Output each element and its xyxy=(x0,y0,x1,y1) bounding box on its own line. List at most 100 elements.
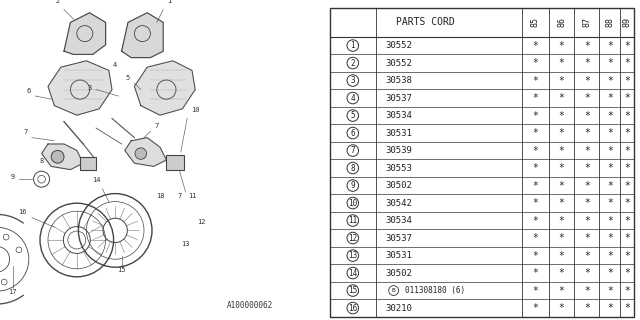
Text: *: * xyxy=(624,41,630,51)
Text: 7: 7 xyxy=(155,123,159,129)
Polygon shape xyxy=(125,138,166,166)
Circle shape xyxy=(135,148,147,159)
Text: 12: 12 xyxy=(197,219,206,225)
Text: *: * xyxy=(607,146,612,156)
Text: *: * xyxy=(532,198,538,208)
Text: *: * xyxy=(532,233,538,243)
Text: *: * xyxy=(607,216,612,226)
Text: *: * xyxy=(559,180,564,190)
Text: *: * xyxy=(624,233,630,243)
Text: 86: 86 xyxy=(557,17,566,28)
Text: *: * xyxy=(624,303,630,313)
Text: *: * xyxy=(584,216,590,226)
Text: 10: 10 xyxy=(348,198,357,208)
Text: *: * xyxy=(607,76,612,85)
Text: *: * xyxy=(559,76,564,85)
Text: 3: 3 xyxy=(88,84,92,91)
Circle shape xyxy=(51,150,64,163)
Text: 4: 4 xyxy=(113,62,117,68)
Text: *: * xyxy=(559,110,564,121)
Text: *: * xyxy=(584,93,590,103)
Text: *: * xyxy=(584,146,590,156)
Text: *: * xyxy=(607,251,612,260)
Text: 8: 8 xyxy=(351,164,355,172)
Text: 5: 5 xyxy=(351,111,355,120)
Text: *: * xyxy=(607,128,612,138)
Text: *: * xyxy=(624,180,630,190)
Text: 30502: 30502 xyxy=(385,181,412,190)
Text: 30553: 30553 xyxy=(385,164,412,172)
FancyBboxPatch shape xyxy=(80,157,96,170)
Text: *: * xyxy=(584,233,590,243)
Text: *: * xyxy=(584,163,590,173)
FancyBboxPatch shape xyxy=(166,155,184,170)
Text: 16: 16 xyxy=(18,209,27,215)
Text: 17: 17 xyxy=(8,289,17,295)
Polygon shape xyxy=(134,61,195,115)
Text: *: * xyxy=(584,180,590,190)
Text: 12: 12 xyxy=(348,234,357,243)
Text: *: * xyxy=(607,268,612,278)
Text: PARTS CORD: PARTS CORD xyxy=(396,17,455,28)
Text: *: * xyxy=(584,41,590,51)
Text: *: * xyxy=(624,76,630,85)
Text: *: * xyxy=(559,303,564,313)
Text: *: * xyxy=(559,233,564,243)
Text: *: * xyxy=(607,233,612,243)
Text: 18: 18 xyxy=(156,193,164,199)
Text: 14: 14 xyxy=(348,268,357,277)
Text: *: * xyxy=(624,198,630,208)
Text: 13: 13 xyxy=(181,241,190,247)
Text: *: * xyxy=(532,251,538,260)
Text: *: * xyxy=(532,163,538,173)
Text: 2: 2 xyxy=(351,59,355,68)
Text: 30552: 30552 xyxy=(385,59,412,68)
Text: *: * xyxy=(584,58,590,68)
Text: *: * xyxy=(559,93,564,103)
Text: *: * xyxy=(559,216,564,226)
Text: 15: 15 xyxy=(348,286,357,295)
Text: *: * xyxy=(532,146,538,156)
Text: 11: 11 xyxy=(188,193,196,199)
Text: *: * xyxy=(532,180,538,190)
Text: 10: 10 xyxy=(191,107,200,113)
Text: 30531: 30531 xyxy=(385,129,412,138)
Text: *: * xyxy=(624,216,630,226)
Text: *: * xyxy=(624,285,630,296)
Polygon shape xyxy=(122,13,163,58)
Text: 30539: 30539 xyxy=(385,146,412,155)
Text: 11: 11 xyxy=(348,216,357,225)
Text: *: * xyxy=(559,128,564,138)
Text: 30531: 30531 xyxy=(385,251,412,260)
Text: *: * xyxy=(584,128,590,138)
Text: *: * xyxy=(559,268,564,278)
Text: *: * xyxy=(559,198,564,208)
Text: 30502: 30502 xyxy=(385,268,412,277)
Polygon shape xyxy=(48,61,112,115)
Text: *: * xyxy=(624,58,630,68)
Text: 5: 5 xyxy=(126,75,130,81)
Text: B: B xyxy=(392,288,396,293)
Text: 2: 2 xyxy=(56,0,60,4)
Text: *: * xyxy=(559,41,564,51)
Text: 7: 7 xyxy=(24,129,28,135)
Text: *: * xyxy=(607,41,612,51)
Text: 4: 4 xyxy=(351,93,355,102)
Text: *: * xyxy=(532,41,538,51)
Text: *: * xyxy=(607,285,612,296)
Text: *: * xyxy=(584,76,590,85)
Text: *: * xyxy=(584,285,590,296)
Text: *: * xyxy=(624,146,630,156)
Text: 30210: 30210 xyxy=(385,304,412,313)
Text: *: * xyxy=(559,58,564,68)
Text: 89: 89 xyxy=(622,17,632,28)
Text: *: * xyxy=(584,110,590,121)
Text: *: * xyxy=(532,285,538,296)
Text: 9: 9 xyxy=(11,174,15,180)
Text: *: * xyxy=(559,163,564,173)
Text: *: * xyxy=(607,180,612,190)
Text: 30534: 30534 xyxy=(385,111,412,120)
Text: *: * xyxy=(532,268,538,278)
Text: *: * xyxy=(624,128,630,138)
Text: *: * xyxy=(584,251,590,260)
